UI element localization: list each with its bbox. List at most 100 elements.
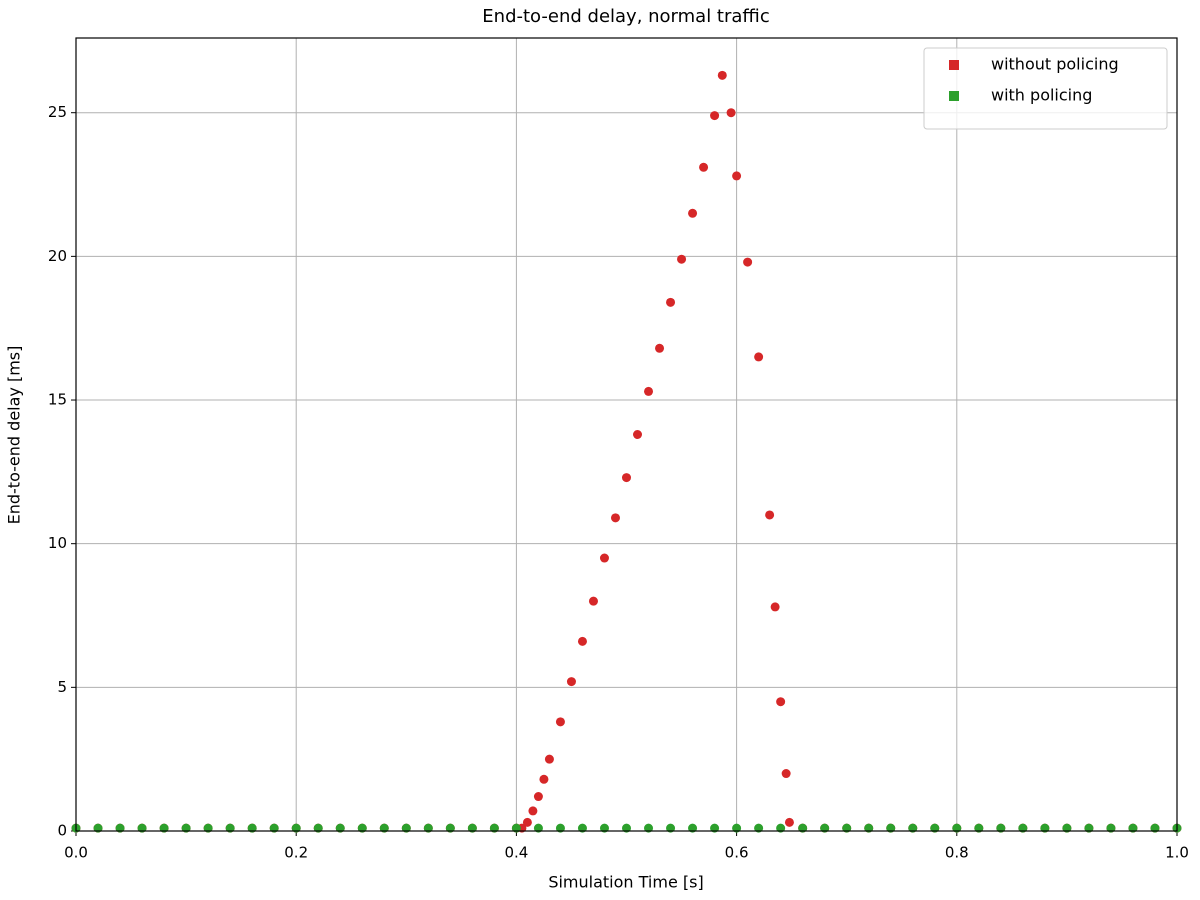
point (776, 697, 786, 707)
point (886, 823, 896, 833)
point (335, 823, 345, 833)
point (555, 717, 565, 727)
point (489, 823, 499, 833)
point (577, 636, 587, 646)
point (401, 823, 411, 833)
point (203, 823, 213, 833)
point (1084, 823, 1094, 833)
point (1150, 823, 1160, 833)
y-tick-label: 5 (57, 678, 67, 696)
point (754, 352, 764, 362)
point (610, 513, 620, 523)
point (743, 257, 753, 267)
point (1106, 823, 1116, 833)
point (115, 823, 125, 833)
point (622, 473, 631, 483)
y-tick-label: 20 (48, 247, 67, 265)
x-tick-label: 0.6 (725, 844, 749, 862)
x-tick-label: 1.0 (1165, 844, 1189, 862)
point (577, 823, 587, 833)
point (159, 823, 169, 833)
point (247, 823, 257, 833)
legend-marker (949, 60, 959, 70)
point (644, 823, 654, 833)
point (666, 823, 676, 833)
point (798, 823, 808, 833)
point (765, 510, 775, 520)
legend-label: without policing (991, 55, 1119, 74)
x-tick-label: 0.2 (284, 844, 308, 862)
point (1040, 823, 1050, 833)
plot-points (71, 70, 1182, 833)
point (930, 823, 940, 833)
point (784, 817, 794, 827)
point (864, 823, 874, 833)
y-tick-label: 25 (48, 103, 67, 121)
y-tick-label: 15 (48, 391, 67, 409)
point (726, 108, 736, 118)
point (1018, 823, 1028, 833)
point (633, 430, 643, 439)
point (137, 823, 147, 833)
point (952, 823, 962, 833)
point (291, 823, 301, 833)
point (732, 823, 742, 833)
point (522, 817, 532, 827)
point (379, 823, 389, 833)
point (566, 677, 576, 687)
legend-box (923, 47, 1168, 130)
point (622, 823, 631, 833)
point (770, 602, 780, 612)
point (842, 823, 852, 833)
point (710, 823, 720, 833)
point (1128, 823, 1138, 833)
point (588, 596, 598, 606)
point (754, 823, 764, 833)
point (423, 823, 433, 833)
point (599, 823, 609, 833)
point (269, 823, 279, 833)
point (555, 823, 565, 833)
point (820, 823, 830, 833)
point (544, 754, 554, 764)
point (776, 823, 786, 833)
legend-marker (949, 91, 959, 101)
point (666, 297, 676, 307)
point (996, 823, 1006, 833)
point (655, 343, 665, 353)
point (511, 823, 521, 833)
point (677, 254, 687, 264)
point (732, 171, 742, 181)
point (313, 823, 323, 833)
plot-frame (75, 37, 1178, 832)
x-tick-label: 0.4 (504, 844, 528, 862)
point (781, 769, 791, 779)
point (445, 823, 455, 833)
point (467, 823, 477, 833)
y-axis-label: End-to-end delay [ms] (5, 346, 24, 525)
y-tick-label: 10 (48, 534, 67, 552)
legend-label: with policing (991, 86, 1092, 105)
point (528, 806, 538, 816)
x-tick-label: 0.0 (64, 844, 88, 862)
chart-title: End-to-end delay, normal traffic (482, 6, 769, 27)
point (599, 553, 609, 563)
point (699, 162, 709, 172)
point (710, 111, 720, 121)
point (1062, 823, 1072, 833)
point (357, 823, 367, 833)
point (717, 70, 727, 80)
point (533, 823, 543, 833)
point (688, 823, 698, 833)
point (688, 208, 698, 218)
y-tick-label: 0 (57, 822, 67, 840)
x-axis-label: Simulation Time [s] (548, 873, 703, 892)
point (908, 823, 918, 833)
point (181, 823, 191, 833)
point (539, 774, 549, 784)
point (644, 386, 654, 396)
x-tick-label: 0.8 (945, 844, 969, 862)
point (533, 792, 543, 802)
point (974, 823, 984, 833)
